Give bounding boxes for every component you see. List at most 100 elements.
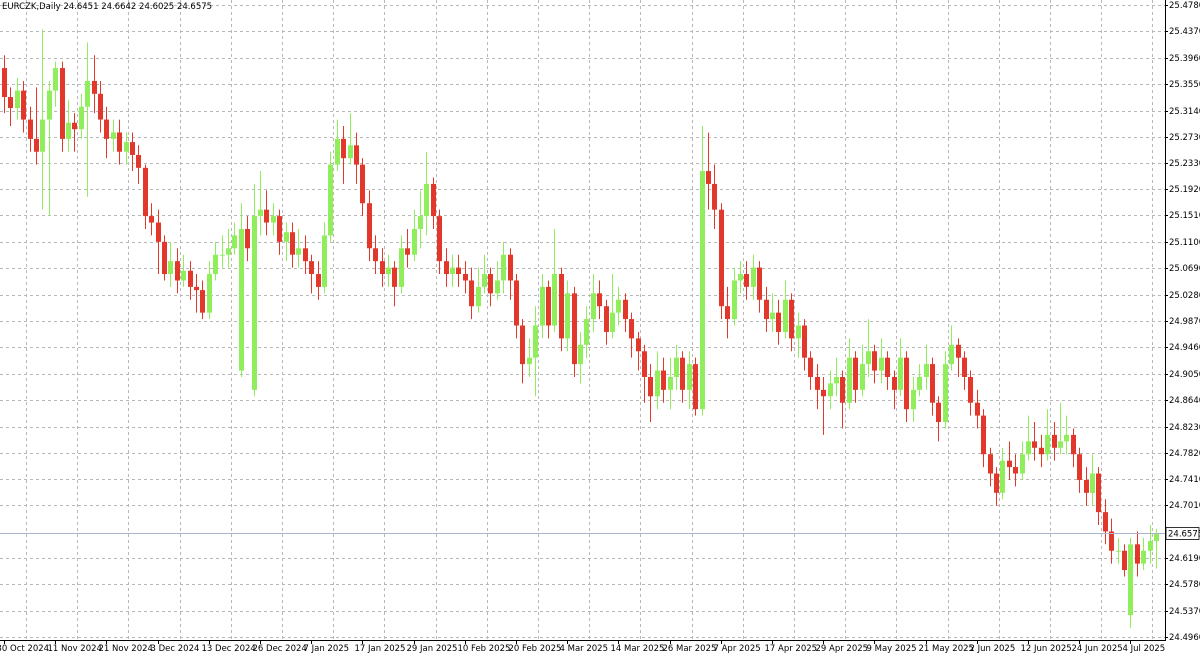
candle-body bbox=[1013, 467, 1018, 474]
candle-body bbox=[988, 454, 993, 474]
candle-body bbox=[258, 209, 263, 217]
y-tick-label: 25.4370 bbox=[1169, 27, 1200, 37]
candle-body bbox=[629, 319, 634, 339]
candle-body bbox=[143, 167, 148, 217]
candle-body bbox=[380, 261, 385, 275]
candle-body bbox=[565, 293, 570, 339]
candle-body bbox=[482, 274, 487, 287]
y-tick-label: 25.3140 bbox=[1169, 107, 1200, 117]
candle-body bbox=[367, 203, 372, 249]
candle-body bbox=[1039, 447, 1044, 455]
candle-body bbox=[751, 267, 756, 287]
y-tick-label: 25.3550 bbox=[1169, 80, 1200, 90]
candle-body bbox=[386, 267, 391, 275]
candle-body bbox=[2, 68, 7, 98]
candle-body bbox=[60, 68, 65, 139]
x-tick-label: 21 May 2025 bbox=[919, 644, 974, 654]
candle-body bbox=[834, 376, 839, 384]
candle-body bbox=[636, 338, 641, 352]
candle-body bbox=[245, 228, 250, 249]
candle-body bbox=[360, 164, 365, 204]
candle-body bbox=[879, 357, 884, 371]
candle-body bbox=[680, 357, 685, 390]
x-tick-label: 12 Jun 2025 bbox=[1021, 644, 1072, 654]
candle-body bbox=[892, 376, 897, 390]
candle-body bbox=[469, 280, 474, 307]
candle-body bbox=[821, 389, 826, 397]
candle-body bbox=[732, 280, 737, 320]
candle-body bbox=[533, 325, 538, 358]
candle-body bbox=[444, 261, 449, 275]
candle-body bbox=[1148, 541, 1153, 551]
y-tick-label: 25.1920 bbox=[1169, 185, 1200, 195]
candle-body bbox=[111, 132, 116, 139]
candle-body bbox=[962, 357, 967, 377]
candle-body bbox=[1020, 454, 1025, 474]
candle-body bbox=[424, 183, 429, 217]
x-tick-label: 17 Apr 2025 bbox=[765, 644, 818, 654]
candle-body bbox=[354, 145, 359, 165]
candle-body bbox=[783, 299, 788, 332]
candle-body bbox=[604, 306, 609, 332]
y-tick-label: 24.5370 bbox=[1169, 607, 1200, 617]
candle-body bbox=[924, 364, 929, 377]
x-tick-label: 7 Jan 2025 bbox=[304, 644, 350, 654]
candle-body bbox=[802, 325, 807, 358]
y-tick-label: 24.7820 bbox=[1169, 449, 1200, 459]
candle-body bbox=[213, 254, 218, 275]
candle-body bbox=[616, 299, 621, 313]
candle-body bbox=[162, 241, 167, 275]
candle-body bbox=[373, 248, 378, 262]
candle-body bbox=[648, 376, 653, 397]
candle-body bbox=[136, 154, 141, 168]
candle-body bbox=[21, 90, 26, 120]
candle-body bbox=[1128, 544, 1133, 616]
candle-body bbox=[642, 351, 647, 377]
candle-body bbox=[1045, 434, 1050, 455]
x-tick-label: 21 Nov 2024 bbox=[99, 644, 153, 654]
candle-body bbox=[335, 138, 340, 165]
candle-body bbox=[501, 254, 506, 281]
candle-body bbox=[98, 93, 103, 120]
candle-body bbox=[885, 357, 890, 377]
candle-body bbox=[271, 216, 276, 223]
candle-body bbox=[674, 357, 679, 377]
candle-body bbox=[610, 312, 615, 332]
candle-body bbox=[277, 216, 282, 242]
candle-body bbox=[1096, 473, 1101, 513]
candle-body bbox=[591, 293, 596, 320]
candle-body bbox=[341, 138, 346, 159]
candle-body bbox=[392, 267, 397, 287]
candle-body bbox=[508, 254, 513, 281]
candle-body bbox=[572, 293, 577, 365]
candle-body bbox=[34, 138, 39, 152]
candle-body bbox=[175, 261, 180, 281]
candle-body bbox=[28, 119, 33, 139]
x-tick-label: 24 Jun 2025 bbox=[1072, 644, 1123, 654]
candle-body bbox=[968, 376, 973, 403]
x-tick-label: 29 Apr 2025 bbox=[816, 644, 869, 654]
candle-body bbox=[911, 389, 916, 410]
x-tick-label: 10 Feb 2025 bbox=[458, 644, 511, 654]
candle-body bbox=[239, 228, 244, 371]
candle-body bbox=[476, 286, 481, 307]
y-tick-label: 25.1100 bbox=[1169, 238, 1200, 248]
candle-body bbox=[994, 473, 999, 493]
candle-body bbox=[1103, 512, 1108, 532]
x-tick-label: 20 Feb 2025 bbox=[509, 644, 562, 654]
last-price-label: 24.6575 bbox=[1168, 530, 1200, 540]
y-tick-label: 24.4960 bbox=[1169, 633, 1200, 643]
candle-body bbox=[290, 232, 295, 255]
x-tick-label: 26 Mar 2025 bbox=[663, 644, 717, 654]
candle-body bbox=[322, 235, 327, 287]
y-tick-label: 24.9460 bbox=[1169, 343, 1200, 353]
candle-body bbox=[431, 183, 436, 217]
candle-body bbox=[450, 267, 455, 275]
candle-body bbox=[296, 248, 301, 255]
candle-body bbox=[47, 90, 52, 120]
x-tick-label: 4 Jul 2025 bbox=[1123, 644, 1166, 654]
candle-body bbox=[1141, 550, 1146, 564]
candle-body bbox=[1071, 434, 1076, 455]
candle-body bbox=[930, 364, 935, 403]
